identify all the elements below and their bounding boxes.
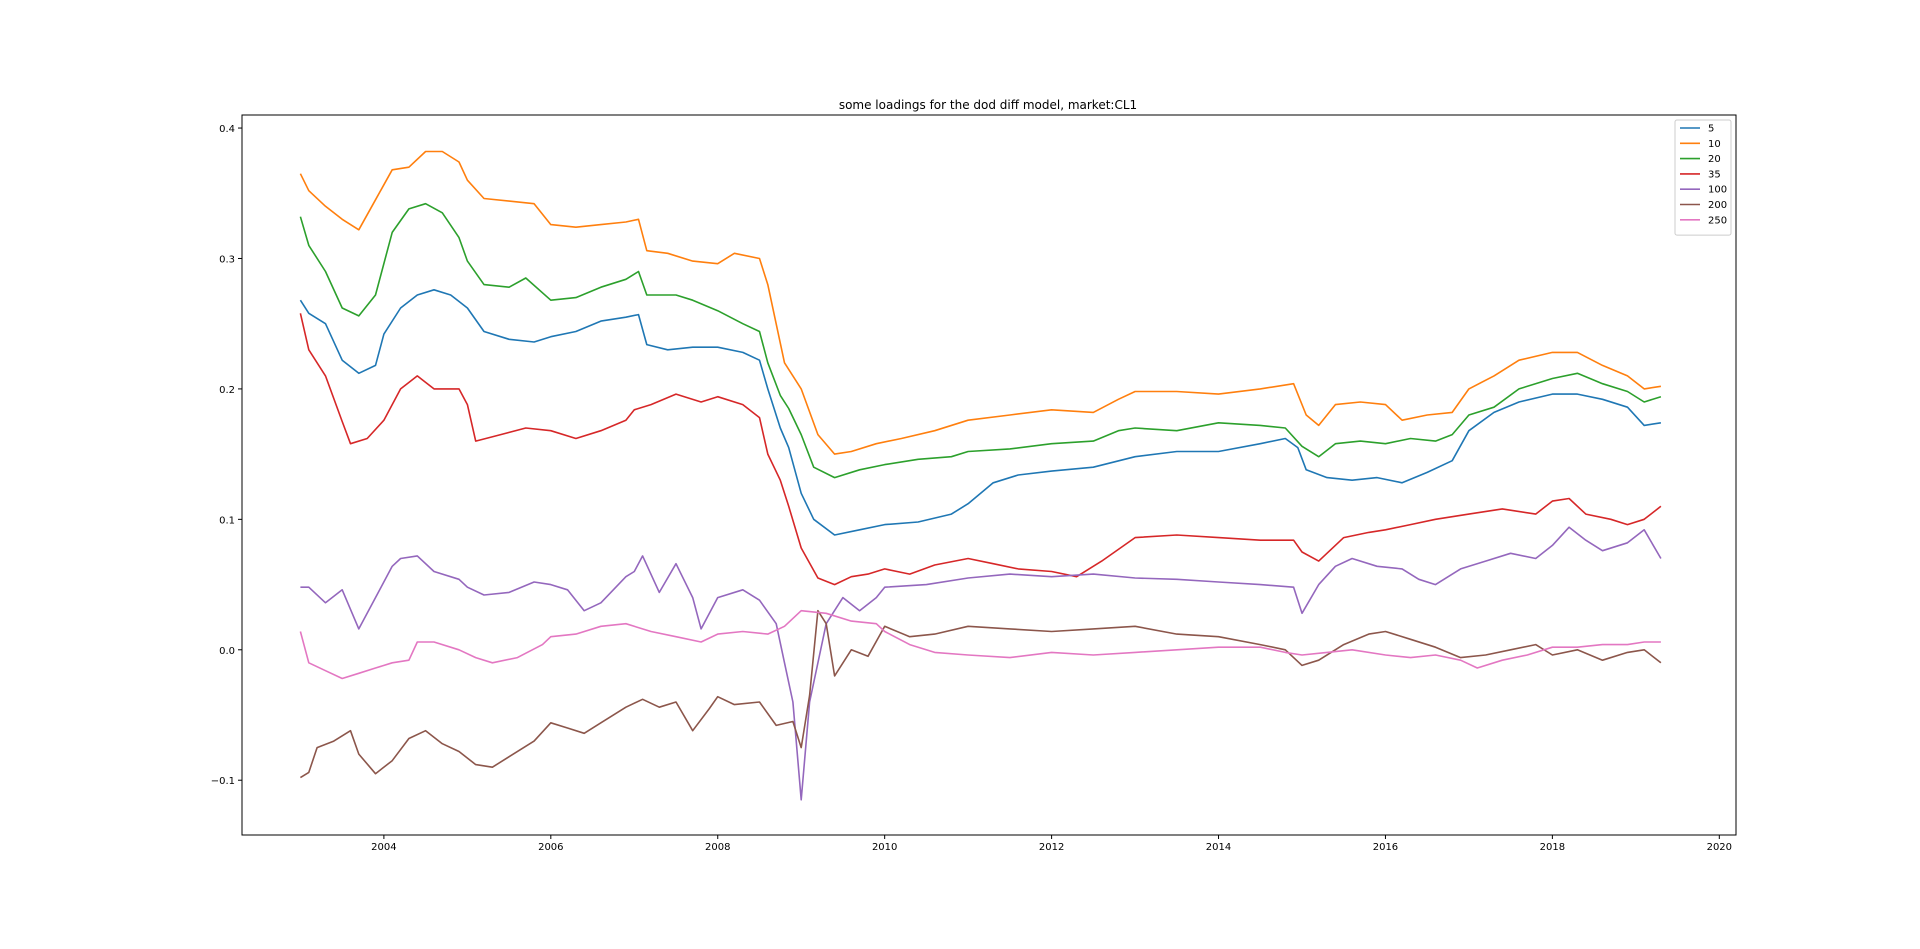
legend-label-10: 10: [1708, 139, 1721, 150]
x-axis: 2004 2006 2008 2010 2012 2014 2016 2018 2020: [371, 835, 1732, 853]
x-tick-label: 2020: [1707, 842, 1732, 853]
plot-area: 2004 2006 2008 2010 2012 2014 2016 2018 2020 −0.…: [211, 114, 1737, 853]
y-tick-label: 0.2: [219, 385, 235, 396]
chart-title: some loadings for the dod diff model, ma…: [839, 98, 1137, 112]
legend-label-35: 35: [1708, 169, 1721, 180]
legend: 5 10 20 35 100 200 250: [1674, 119, 1732, 236]
legend-label-5: 5: [1708, 124, 1714, 135]
series-line-10: [299, 150, 1662, 455]
axes-frame: [241, 114, 1737, 836]
x-tick-label: 2014: [1206, 842, 1231, 853]
y-tick-label: 0.1: [219, 515, 235, 526]
x-tick-label: 2010: [872, 842, 897, 853]
series-line-5: [299, 289, 1662, 536]
legend-box: [1674, 119, 1732, 236]
series-line-35: [299, 313, 1662, 586]
x-tick-label: 2016: [1373, 842, 1398, 853]
legend-label-250: 250: [1708, 215, 1727, 226]
x-tick-label: 2008: [705, 842, 730, 853]
series-layer: [299, 150, 1662, 801]
series-line-100: [300, 526, 1662, 801]
y-tick-label: 0.3: [219, 254, 235, 265]
x-tick-label: 2004: [371, 842, 396, 853]
y-tick-label: 0.0: [219, 646, 235, 657]
x-tick-label: 2018: [1540, 842, 1565, 853]
legend-label-200: 200: [1708, 200, 1727, 211]
x-tick-label: 2006: [538, 842, 563, 853]
y-tick-label: 0.4: [219, 124, 235, 135]
y-axis: −0.1 0.0 0.1 0.2 0.3 0.4: [211, 124, 242, 787]
series-line-20: [299, 202, 1662, 479]
series-line-200: [299, 609, 1662, 779]
series-line-250: [299, 609, 1661, 680]
x-tick-label: 2012: [1039, 842, 1064, 853]
y-tick-label: −0.1: [211, 776, 235, 787]
legend-label-20: 20: [1708, 154, 1721, 165]
legend-label-100: 100: [1708, 185, 1727, 196]
